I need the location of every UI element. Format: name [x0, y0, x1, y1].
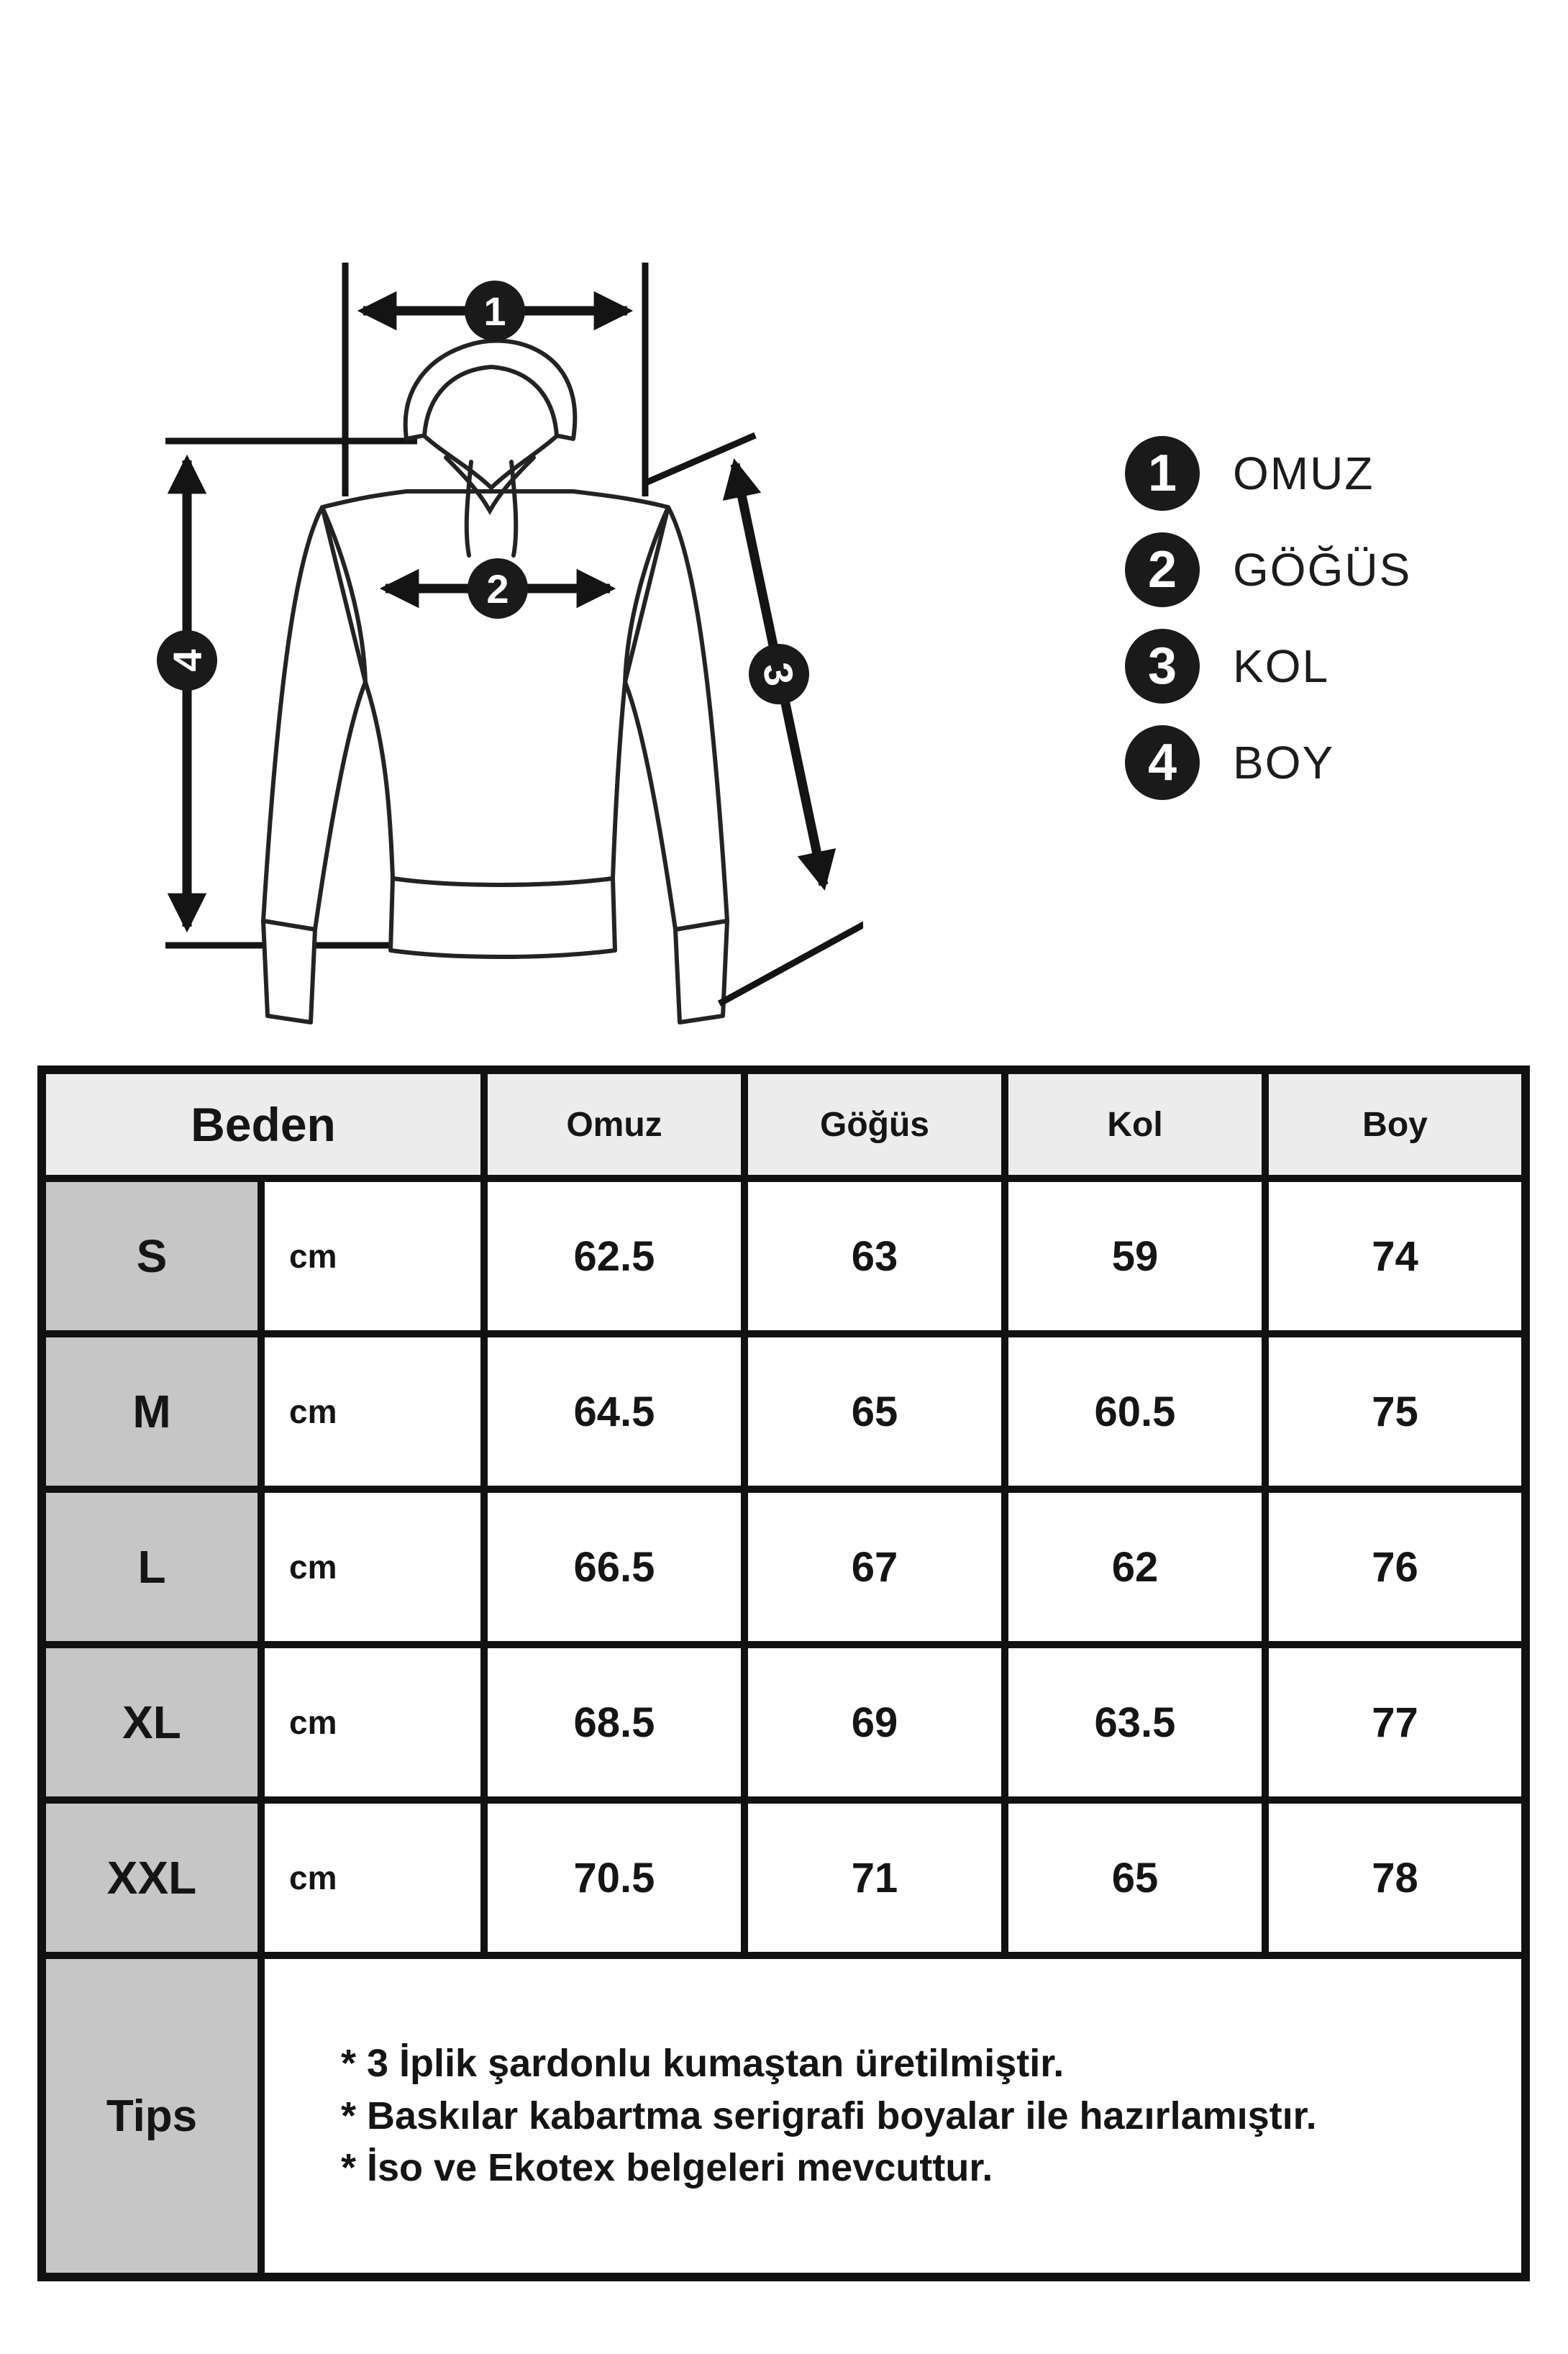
value-l-gogus: 67	[748, 1493, 1001, 1641]
right-cuff	[673, 919, 729, 1024]
reference-lines-front	[342, 263, 863, 1006]
size-chart-table: Beden Omuz Göğüs Kol Boy S cm 62.5 63 59…	[37, 1065, 1530, 2281]
legend-number: 1	[1147, 445, 1177, 502]
measurement-overlay: 1 2 3 4	[157, 263, 863, 1006]
col-header-omuz: Omuz	[488, 1074, 741, 1175]
drawstring-right	[509, 460, 519, 558]
unit-cell: cm	[265, 1182, 480, 1330]
value-s-gogus: 63	[748, 1182, 1001, 1330]
unit-cell: cm	[265, 1337, 480, 1486]
col-header-kol: Kol	[1008, 1074, 1262, 1175]
tips-line-2: * Baskılar kabartma serigrafi boyalar il…	[341, 2094, 1317, 2137]
value-s-omuz: 62.5	[488, 1182, 741, 1330]
value-s-boy: 74	[1269, 1182, 1521, 1330]
legend-label: OMUZ	[1233, 447, 1375, 499]
legend-label: KOL	[1233, 640, 1330, 692]
legend-circle-3: 3	[1125, 629, 1200, 704]
marker-number-4: 4	[165, 649, 210, 671]
value-m-omuz: 64.5	[488, 1337, 741, 1486]
value-m-gogus: 65	[748, 1337, 1001, 1486]
unit-cell: cm	[265, 1648, 480, 1796]
hoodie-measurement-diagram: 1 2 3 4	[157, 263, 863, 1024]
legend-circle-2: 2	[1125, 532, 1200, 607]
hem-band	[388, 876, 617, 959]
value-l-kol: 62	[1008, 1493, 1262, 1641]
value-xl-boy: 77	[1269, 1648, 1521, 1796]
value-m-kol: 60.5	[1008, 1337, 1262, 1486]
measure-marker-2: 2	[468, 558, 528, 619]
value-l-omuz: 66.5	[488, 1493, 741, 1641]
hood-details	[444, 455, 536, 558]
measurement-legend: 1 OMUZ 2 GÖĞÜS 3 KOL 4 BOY	[1125, 436, 1411, 822]
left-sleeve	[261, 505, 368, 932]
value-m-boy: 75	[1269, 1337, 1521, 1486]
value-xxl-kol: 65	[1008, 1804, 1262, 1952]
hood-opening	[422, 365, 559, 490]
tips-label: Tips	[46, 1959, 257, 2273]
measure-marker-1: 1	[465, 281, 525, 341]
tips-line-3: * İso ve Ekotex belgeleri mevcuttur.	[341, 2146, 993, 2190]
marker-number-2: 2	[486, 566, 509, 612]
left-cuff	[261, 919, 317, 1024]
tips-text: * 3 İplik şardonlu kumaştan üretilmiştir…	[265, 1959, 1521, 2273]
value-l-boy: 76	[1269, 1493, 1521, 1641]
legend-number: 2	[1147, 541, 1177, 599]
col-header-beden: Beden	[46, 1074, 480, 1175]
measure-marker-3: 3	[749, 644, 809, 704]
legend-label: GÖĞÜS	[1233, 544, 1412, 596]
size-label-xxl: XXL	[46, 1804, 257, 1952]
legend-item-boy: 4 BOY	[1125, 725, 1411, 800]
legend-number: 4	[1147, 734, 1177, 791]
legend-item-gogus: 2 GÖĞÜS	[1125, 532, 1411, 607]
legend-item-kol: 3 KOL	[1125, 629, 1411, 704]
sleeve-bottom-reference-line	[717, 921, 863, 1006]
unit-cell: cm	[265, 1493, 480, 1641]
right-sleeve	[623, 505, 729, 932]
legend-circle-4: 4	[1125, 725, 1200, 800]
size-label-xl: XL	[46, 1648, 257, 1796]
hoodie-body	[320, 489, 670, 887]
tips-line-1: * 3 İplik şardonlu kumaştan üretilmiştir…	[341, 2041, 1065, 2085]
unit-cell: cm	[265, 1804, 480, 1952]
value-s-kol: 59	[1008, 1182, 1262, 1330]
hood-fold-line	[444, 455, 536, 516]
value-xl-gogus: 69	[748, 1648, 1001, 1796]
value-xxl-omuz: 70.5	[488, 1804, 741, 1952]
measure-markers: 1 2 3 4	[157, 281, 809, 704]
legend-number: 3	[1147, 637, 1177, 695]
legend-circle-1: 1	[1125, 436, 1200, 511]
col-header-gogus: Göğüs	[748, 1074, 1001, 1175]
size-label-m: M	[46, 1337, 257, 1486]
col-header-boy: Boy	[1269, 1074, 1521, 1175]
measure-marker-4: 4	[157, 630, 217, 691]
marker-number-1: 1	[483, 288, 506, 334]
value-xxl-boy: 78	[1269, 1804, 1521, 1952]
sleeve-top-reference-line	[646, 432, 757, 486]
legend-item-omuz: 1 OMUZ	[1125, 436, 1411, 511]
size-label-l: L	[46, 1493, 257, 1641]
drawstring-left	[464, 460, 473, 558]
value-xxl-gogus: 71	[748, 1804, 1001, 1952]
value-xl-kol: 63.5	[1008, 1648, 1262, 1796]
value-xl-omuz: 68.5	[488, 1648, 741, 1796]
size-label-s: S	[46, 1182, 257, 1330]
legend-label: BOY	[1233, 737, 1335, 789]
